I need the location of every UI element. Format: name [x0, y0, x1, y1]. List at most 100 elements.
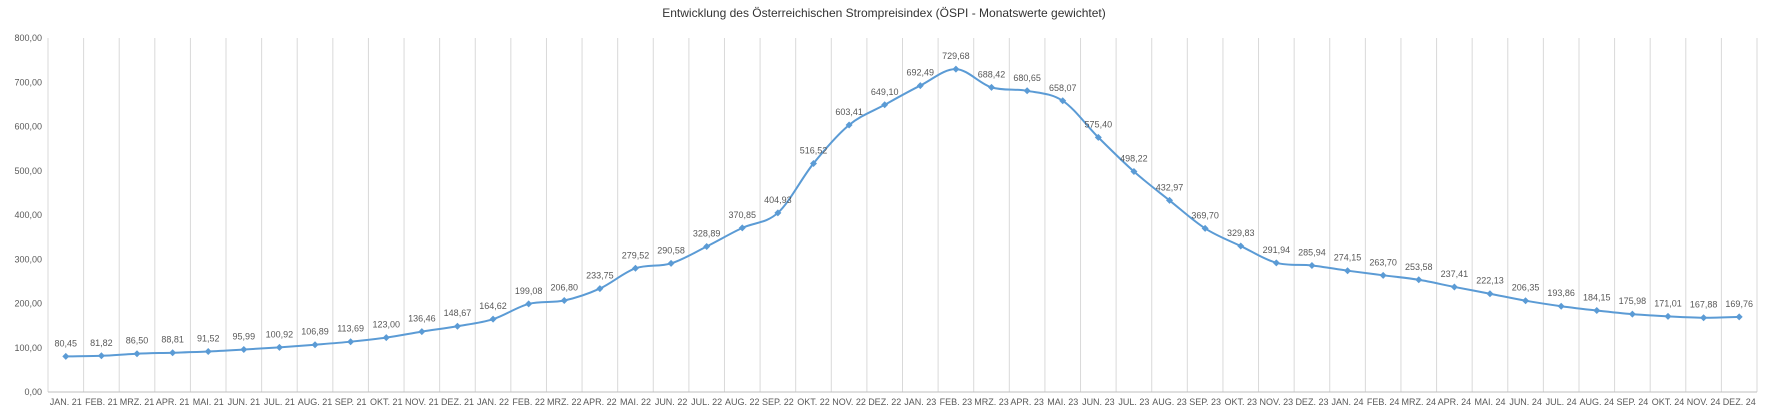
- data-label: 274,15: [1334, 253, 1362, 263]
- x-tick-label: JUN. 22: [655, 397, 688, 407]
- data-label: 106,89: [301, 327, 329, 337]
- x-tick-label: JUL. 21: [264, 397, 295, 407]
- x-tick-label: JUL. 23: [1118, 397, 1149, 407]
- data-label: 729,68: [942, 51, 970, 61]
- data-point: [774, 209, 782, 217]
- x-tick-label: MRZ. 22: [547, 397, 582, 407]
- y-tick-label: 600,00: [14, 122, 42, 132]
- data-point: [453, 322, 461, 330]
- data-point: [560, 296, 568, 304]
- data-point: [133, 350, 141, 358]
- data-label: 206,35: [1512, 283, 1540, 293]
- x-tick-label: FEB. 24: [1367, 397, 1400, 407]
- data-label: 237,41: [1441, 269, 1469, 279]
- data-label: 369,70: [1191, 210, 1219, 220]
- x-tick-label: APR. 22: [583, 397, 617, 407]
- y-tick-label: 700,00: [14, 77, 42, 87]
- x-tick-label: DEZ. 21: [441, 397, 474, 407]
- data-label: 193,86: [1547, 288, 1575, 298]
- data-label: 199,08: [515, 286, 543, 296]
- data-point: [845, 121, 853, 129]
- data-point: [988, 83, 996, 91]
- x-tick-label: JUL. 22: [691, 397, 722, 407]
- x-tick-label: SEP. 21: [335, 397, 367, 407]
- data-point: [881, 101, 889, 109]
- data-point: [1700, 314, 1708, 322]
- data-label: 80,45: [55, 338, 78, 348]
- data-point: [525, 300, 533, 308]
- x-tick-label: SEP. 23: [1189, 397, 1221, 407]
- x-tick-label: JUN. 24: [1509, 397, 1542, 407]
- data-label: 404,93: [764, 195, 792, 205]
- x-tick-label: SEP. 24: [1616, 397, 1648, 407]
- data-point: [1201, 224, 1209, 232]
- x-tick-label: NOV. 22: [832, 397, 866, 407]
- data-label: 81,82: [90, 338, 113, 348]
- data-point: [667, 259, 675, 267]
- x-tick-label: MRZ. 24: [1402, 397, 1437, 407]
- data-label: 206,80: [550, 282, 578, 292]
- data-point: [1522, 297, 1530, 305]
- data-point: [1664, 312, 1672, 320]
- data-label: 516,52: [800, 145, 828, 155]
- x-tick-label: JAN. 23: [904, 397, 936, 407]
- x-tick-label: DEZ. 24: [1723, 397, 1756, 407]
- data-label: 233,75: [586, 271, 614, 281]
- data-label: 603,41: [835, 107, 863, 117]
- x-tick-label: JAN. 24: [1332, 397, 1364, 407]
- data-point: [1308, 261, 1316, 269]
- data-label: 167,88: [1690, 300, 1718, 310]
- x-tick-label: MAI. 22: [620, 397, 651, 407]
- x-tick-label: JAN. 21: [50, 397, 82, 407]
- data-point: [1486, 290, 1494, 298]
- data-label: 169,76: [1725, 299, 1753, 309]
- data-label: 100,92: [266, 329, 294, 339]
- data-label: 329,83: [1227, 228, 1255, 238]
- data-label: 692,49: [907, 68, 935, 78]
- data-label: 432,97: [1156, 182, 1184, 192]
- data-point: [1379, 271, 1387, 279]
- data-label: 88,81: [161, 335, 184, 345]
- data-point: [97, 352, 105, 360]
- x-tick-label: NOV. 24: [1687, 397, 1721, 407]
- data-point: [1344, 267, 1352, 275]
- x-tick-label: JUN. 21: [228, 397, 261, 407]
- data-point: [240, 346, 248, 354]
- data-point: [738, 224, 746, 232]
- data-point: [596, 285, 604, 293]
- x-tick-label: FEB. 22: [512, 397, 545, 407]
- data-point: [1415, 276, 1423, 284]
- data-point: [1735, 313, 1743, 321]
- data-label: 658,07: [1049, 83, 1077, 93]
- x-tick-label: MAI. 24: [1474, 397, 1505, 407]
- data-label: 113,69: [337, 324, 364, 334]
- x-tick-label: AUG. 21: [298, 397, 333, 407]
- data-point: [204, 348, 212, 356]
- data-label: 136,46: [408, 314, 436, 324]
- x-tick-label: OKT. 24: [1652, 397, 1685, 407]
- x-tick-label: NOV. 21: [405, 397, 439, 407]
- data-point: [275, 343, 283, 351]
- data-label: 498,22: [1120, 154, 1148, 164]
- data-label: 175,98: [1619, 296, 1647, 306]
- y-tick-label: 500,00: [14, 166, 42, 176]
- x-tick-label: MAI. 23: [1047, 397, 1078, 407]
- x-tick-label: NOV. 23: [1259, 397, 1293, 407]
- x-tick-label: JAN. 22: [477, 397, 509, 407]
- x-tick-label: OKT. 22: [797, 397, 830, 407]
- data-point: [631, 264, 639, 272]
- data-point: [1166, 196, 1174, 204]
- data-point: [1023, 87, 1031, 95]
- x-tick-label: FEB. 23: [940, 397, 973, 407]
- data-label: 123,00: [372, 320, 400, 330]
- data-point: [382, 334, 390, 342]
- data-label: 86,50: [126, 336, 149, 346]
- chart-title: Entwicklung des Österreichischen Strompr…: [662, 6, 1106, 20]
- data-label: 253,58: [1405, 262, 1433, 272]
- data-point: [809, 159, 817, 167]
- data-label: 171,01: [1654, 298, 1682, 308]
- x-tick-label: FEB. 21: [85, 397, 118, 407]
- data-point: [62, 352, 70, 360]
- data-point: [1628, 310, 1636, 318]
